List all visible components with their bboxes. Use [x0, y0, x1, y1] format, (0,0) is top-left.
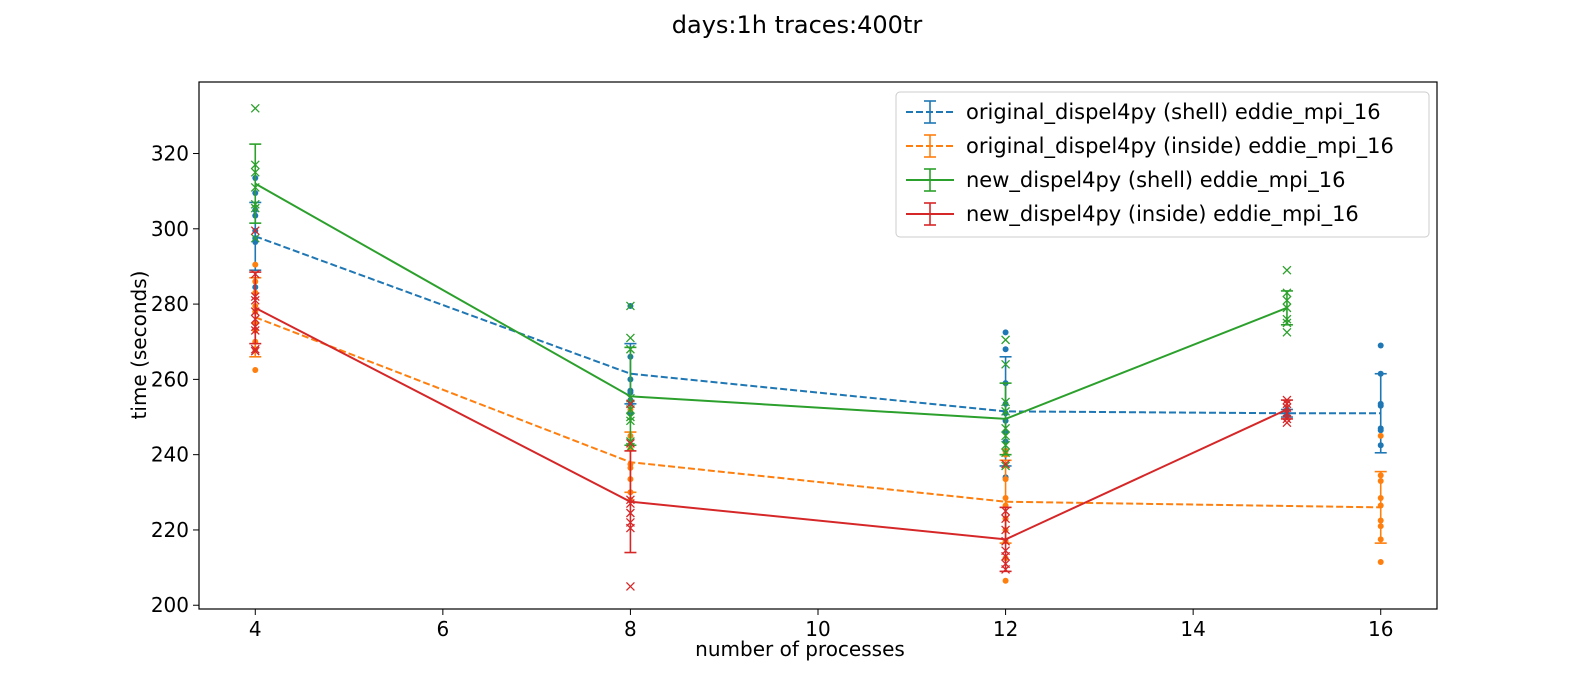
- series-line: [254, 316, 1381, 509]
- sample-point: [1001, 461, 1011, 471]
- sample-point-stroke: [625, 438, 635, 448]
- sample-point-stroke: [250, 233, 260, 243]
- x-tick-label: 12: [993, 617, 1018, 641]
- series-2: [249, 261, 1387, 584]
- sample-point: [625, 438, 635, 448]
- sample-point: [250, 344, 260, 354]
- sample-point: [1282, 265, 1292, 275]
- sample-point: [1377, 558, 1384, 565]
- sample-point-stroke: [1001, 335, 1011, 345]
- series-line: [254, 235, 1381, 415]
- legend-label: original_dispel4py (inside) eddie_mpi_16: [966, 134, 1394, 159]
- chart-title: days:1h traces:400tr: [672, 11, 923, 39]
- legend-entry: original_dispel4py (shell) eddie_mpi_16: [906, 100, 1381, 125]
- sample-point: [1001, 459, 1011, 469]
- sample-point-stroke: [1001, 461, 1011, 471]
- sample-point: [250, 103, 260, 113]
- sample-point: [1282, 418, 1292, 428]
- sample-point: [1282, 327, 1292, 337]
- y-tick-label: 240: [151, 443, 189, 467]
- sample-point: [625, 333, 635, 343]
- legend-label: new_dispel4py (shell) eddie_mpi_16: [966, 168, 1345, 193]
- sample-point: [1001, 335, 1011, 345]
- x-tick-label: 8: [624, 617, 637, 641]
- sample-point: [1002, 577, 1009, 584]
- y-axis-label: time (seconds): [127, 271, 151, 420]
- y-tick-label: 200: [151, 593, 189, 617]
- sample-point-stroke: [250, 226, 260, 236]
- sample-point: [250, 346, 260, 356]
- sample-point-stroke: [625, 399, 635, 409]
- sample-point: [1001, 359, 1011, 369]
- sample-point: [1002, 346, 1009, 353]
- axes: 4 6 8 10 12 14 16 200 220 240 260 280 300 320: [151, 142, 1394, 641]
- sample-point-stroke: [625, 581, 635, 591]
- legend-label: new_dispel4py (inside) eddie_mpi_16: [966, 202, 1359, 227]
- sample-point: [250, 226, 260, 236]
- sample-point: [252, 366, 259, 373]
- legend-entry: original_dispel4py (inside) eddie_mpi_16: [906, 134, 1394, 159]
- x-tick-label: 10: [805, 617, 830, 641]
- legend-box: [895, 91, 1430, 238]
- y-tick-label: 220: [151, 518, 189, 542]
- x-tick-label: 4: [249, 617, 262, 641]
- x-tick-label: 14: [1180, 617, 1205, 641]
- sample-point: [625, 399, 635, 409]
- legend-label: original_dispel4py (shell) eddie_mpi_16: [966, 100, 1381, 125]
- sample-point-stroke: [625, 301, 635, 311]
- sample-point-stroke: [625, 333, 635, 343]
- y-tick-label: 320: [151, 142, 189, 166]
- x-tick-label: 16: [1368, 617, 1393, 641]
- sample-point-stroke: [1001, 359, 1011, 369]
- series-line: [254, 306, 1288, 541]
- legend-entry: new_dispel4py (shell) eddie_mpi_16: [906, 168, 1345, 193]
- legend-entry: new_dispel4py (inside) eddie_mpi_16: [906, 202, 1359, 227]
- series-3: [249, 103, 1293, 471]
- sample-point-stroke: [250, 346, 260, 356]
- y-tick-label: 280: [151, 292, 189, 316]
- x-tick-label: 6: [436, 617, 449, 641]
- sample-point: [1377, 432, 1384, 439]
- series-4: [249, 226, 1293, 591]
- series-line: [254, 182, 1288, 420]
- sample-point: [250, 233, 260, 243]
- y-tick-label: 300: [151, 217, 189, 241]
- sample-point: [1002, 329, 1009, 336]
- plot-area: [249, 103, 1387, 591]
- sample-point-stroke: [250, 344, 260, 354]
- sample-point-stroke: [1282, 418, 1292, 428]
- sample-point-stroke: [1282, 327, 1292, 337]
- sample-point: [625, 581, 635, 591]
- sample-point-stroke: [1282, 265, 1292, 275]
- x-axis-label: number of processes: [695, 637, 905, 661]
- sample-point: [625, 301, 635, 311]
- legend: original_dispel4py (shell) eddie_mpi_16o…: [895, 91, 1430, 238]
- sample-point-stroke: [1001, 459, 1011, 469]
- sample-point-stroke: [250, 103, 260, 113]
- sample-point: [252, 261, 259, 268]
- sample-point: [1377, 342, 1384, 349]
- y-tick-label: 260: [151, 367, 189, 391]
